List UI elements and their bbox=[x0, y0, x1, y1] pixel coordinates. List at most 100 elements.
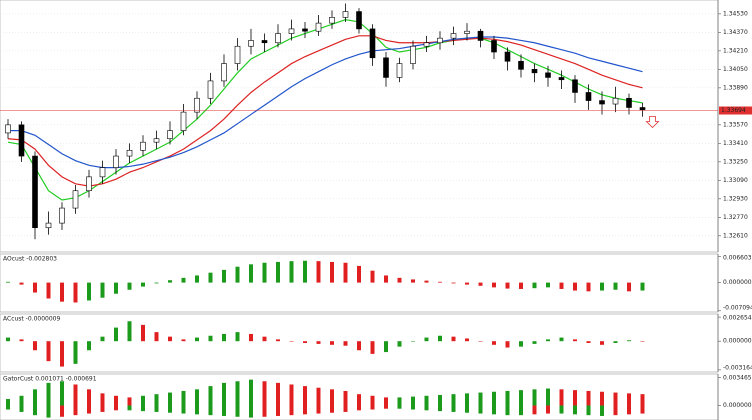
histogram-bar bbox=[546, 339, 550, 342]
gator-bar bbox=[222, 405, 226, 416]
y-tick-label: 1.32930 bbox=[723, 195, 748, 202]
gator-bar bbox=[46, 382, 51, 406]
gator-bar bbox=[249, 405, 253, 418]
candle-body bbox=[585, 92, 592, 101]
y-tick-label: 0.0026546 bbox=[723, 315, 752, 322]
histogram-bar bbox=[600, 282, 604, 291]
gator-bar bbox=[397, 405, 402, 409]
gator-bar bbox=[478, 392, 483, 406]
gator-bar bbox=[303, 405, 307, 415]
gator-bar bbox=[114, 395, 118, 406]
histogram-bar bbox=[546, 282, 550, 288]
histogram-bar bbox=[6, 337, 10, 342]
gator-bar bbox=[114, 405, 118, 411]
gator-bar bbox=[600, 391, 604, 406]
y-tick-label: 1.33250 bbox=[723, 158, 748, 165]
histogram-bar bbox=[505, 341, 510, 348]
histogram-bar bbox=[451, 336, 456, 342]
histogram-bar bbox=[46, 282, 51, 299]
gator-bar bbox=[33, 405, 37, 416]
histogram-bar bbox=[303, 341, 307, 343]
histogram-bar bbox=[492, 282, 496, 288]
gator-bar bbox=[19, 405, 24, 412]
gator-bar bbox=[316, 405, 321, 414]
y-tick-label: 1.33890 bbox=[723, 84, 748, 91]
candle-body bbox=[423, 42, 430, 47]
histogram-bar bbox=[411, 341, 415, 342]
gator-bar bbox=[532, 389, 537, 406]
y-tick-label: 1.33410 bbox=[723, 140, 748, 147]
candle-body bbox=[275, 33, 281, 44]
candle-body bbox=[626, 97, 632, 108]
histogram-bar bbox=[559, 337, 564, 342]
histogram-bar bbox=[222, 269, 226, 283]
histogram-bar bbox=[357, 265, 361, 283]
histogram-bar bbox=[627, 282, 631, 292]
histogram-bar bbox=[154, 282, 159, 284]
gator-bar bbox=[208, 386, 213, 406]
gator-bar bbox=[546, 388, 550, 406]
panel-title: AOcust -0.002803 bbox=[3, 256, 57, 263]
gator-bar bbox=[6, 405, 10, 410]
histogram-bar bbox=[465, 338, 469, 342]
y-tick-label: 0.000000 bbox=[723, 402, 752, 409]
candle-body bbox=[207, 80, 214, 99]
histogram-bar bbox=[640, 282, 645, 291]
y-tick-label: -0.0031646 bbox=[723, 365, 752, 372]
candle-body bbox=[531, 69, 538, 74]
gator-bar bbox=[370, 395, 375, 406]
y-tick-label: 1.34530 bbox=[723, 10, 748, 17]
candle-body bbox=[180, 111, 187, 131]
gator-bar bbox=[492, 391, 496, 406]
histogram-bar bbox=[586, 282, 591, 292]
histogram-bar bbox=[303, 260, 307, 283]
histogram-bar bbox=[532, 282, 537, 289]
candle-body bbox=[504, 51, 511, 62]
histogram-bar bbox=[586, 341, 591, 343]
gator-bar bbox=[627, 405, 631, 415]
sell-arrow bbox=[645, 116, 660, 129]
gator-bar bbox=[640, 405, 645, 414]
gator-bar bbox=[303, 386, 307, 406]
gator-bar bbox=[343, 390, 348, 406]
gator-bar bbox=[384, 405, 388, 409]
gator-bar bbox=[397, 397, 402, 406]
candle-body bbox=[518, 60, 524, 70]
candle-body bbox=[18, 124, 25, 157]
candle-body bbox=[572, 79, 578, 93]
histogram-bar bbox=[559, 282, 564, 289]
gator-bar bbox=[519, 405, 523, 416]
candle-body bbox=[612, 97, 619, 105]
gator-bar bbox=[208, 405, 213, 416]
candle-body bbox=[302, 28, 308, 32]
histogram-bar bbox=[411, 279, 415, 283]
histogram-bar bbox=[127, 321, 132, 342]
gator-bar bbox=[46, 405, 51, 418]
gator-bar bbox=[613, 405, 618, 416]
candle-body bbox=[558, 77, 565, 81]
histogram-bar bbox=[451, 282, 456, 284]
histogram-bar bbox=[316, 341, 321, 344]
y-tick-label: 1.34210 bbox=[723, 47, 748, 54]
y-tick-label: 1.33090 bbox=[723, 177, 748, 184]
histogram-bar bbox=[465, 282, 469, 285]
gator-bar bbox=[451, 405, 456, 412]
histogram-bar bbox=[33, 341, 37, 351]
y-tick-label: 0.006603 bbox=[723, 255, 752, 262]
y-tick-label: 1.32610 bbox=[723, 232, 748, 239]
candle-body bbox=[464, 30, 470, 34]
histogram-bar bbox=[384, 275, 388, 283]
histogram-bar bbox=[87, 282, 91, 301]
candle-body bbox=[234, 45, 241, 64]
gator-bar bbox=[127, 397, 132, 406]
candle-body bbox=[153, 138, 160, 143]
histogram-bar bbox=[276, 261, 280, 283]
histogram-bar bbox=[573, 339, 577, 342]
candle-body bbox=[329, 17, 335, 24]
gator-bar bbox=[438, 405, 442, 412]
gator-bar bbox=[465, 405, 469, 413]
candle-body bbox=[140, 141, 146, 151]
candle-body bbox=[545, 72, 551, 78]
candle-body bbox=[261, 40, 268, 44]
gator-bar bbox=[235, 381, 240, 406]
